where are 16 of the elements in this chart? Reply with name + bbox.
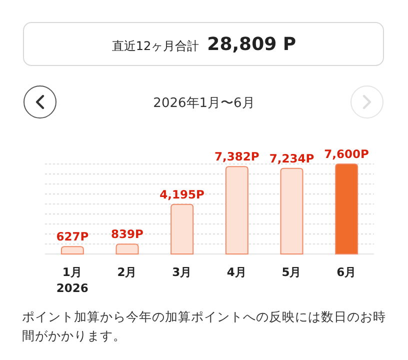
data-label: 627P <box>56 230 89 244</box>
x-tick-label: 6月 <box>336 265 357 279</box>
text: ポイント加算から今年の加算ポイントへの反映には数日のお時間がかかります。 <box>22 308 387 345</box>
x-tick-label: 4月 <box>226 265 247 279</box>
chart-title: 2026年1月〜6月 <box>153 96 255 111</box>
data-label: 4,195P <box>160 187 204 202</box>
x-tick-label: 3月 <box>172 265 192 279</box>
data-label: 7,382P <box>214 150 260 164</box>
data-label: 7,234P <box>269 151 314 166</box>
data-label: 7,600P <box>324 147 369 161</box>
x-tick-label: 1月 2026 <box>56 265 88 295</box>
data-label: 839P <box>111 227 144 242</box>
text: 28,809 P <box>207 34 296 55</box>
x-tick-label: 2月 <box>117 265 138 279</box>
text: 直近12ヶ月合計 <box>112 39 200 53</box>
x-tick-label: 5月 <box>282 265 302 279</box>
